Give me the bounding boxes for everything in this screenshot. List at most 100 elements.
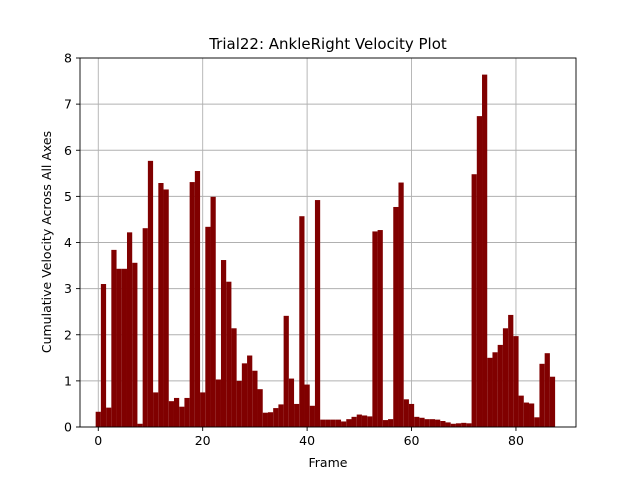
bar xyxy=(257,389,263,427)
bar xyxy=(351,416,357,427)
bar xyxy=(262,412,268,427)
bar xyxy=(189,182,195,427)
bar xyxy=(403,399,409,427)
bar xyxy=(534,417,540,427)
bar xyxy=(388,419,394,427)
bar xyxy=(461,422,467,427)
bar xyxy=(330,419,336,427)
bar xyxy=(476,116,483,428)
bar xyxy=(502,328,509,427)
bar xyxy=(210,196,216,427)
bar xyxy=(100,284,107,427)
bar xyxy=(304,384,310,427)
bars xyxy=(95,74,556,428)
bar xyxy=(111,249,117,427)
bar xyxy=(335,419,342,427)
x-tick-label: 80 xyxy=(508,433,524,448)
bar xyxy=(382,420,389,427)
bar xyxy=(518,395,524,427)
bar xyxy=(273,408,279,427)
bar xyxy=(455,423,462,427)
y-tick-label: 6 xyxy=(64,143,72,158)
bar xyxy=(341,421,347,427)
bar xyxy=(173,397,180,427)
bar xyxy=(549,376,556,427)
bar xyxy=(121,268,127,427)
bar xyxy=(320,419,326,427)
bar xyxy=(492,352,498,427)
bar xyxy=(435,419,441,427)
bar xyxy=(252,370,258,427)
bar xyxy=(236,380,242,428)
bar xyxy=(523,402,530,427)
bar xyxy=(372,231,378,427)
bar xyxy=(356,414,362,427)
bar xyxy=(294,403,300,427)
x-tick-label: 0 xyxy=(94,433,102,448)
bar xyxy=(168,401,174,427)
x-tick-label: 60 xyxy=(404,433,420,448)
bar xyxy=(231,328,237,427)
bar xyxy=(450,423,456,427)
bar xyxy=(471,174,477,427)
bar xyxy=(529,403,535,427)
bar xyxy=(278,404,284,427)
bar xyxy=(482,74,488,428)
bar xyxy=(142,228,148,427)
bar xyxy=(288,378,295,427)
bar xyxy=(408,403,415,427)
bar xyxy=(95,411,101,427)
bar xyxy=(137,423,143,427)
x-tick-label: 40 xyxy=(299,433,315,448)
bar xyxy=(440,421,446,427)
bar xyxy=(346,419,352,427)
bar xyxy=(106,407,112,427)
y-tick-label: 5 xyxy=(64,189,72,204)
bar xyxy=(283,315,289,427)
bar xyxy=(247,355,253,427)
bar xyxy=(325,419,331,427)
bar xyxy=(153,392,159,427)
y-tick-label: 2 xyxy=(64,327,72,342)
y-tick-label: 0 xyxy=(64,420,72,435)
ticks: 0 20 40 60 80 0 1 2 3 4 5 6 7 8 xyxy=(64,51,524,449)
y-tick-label: 3 xyxy=(64,281,72,296)
bar xyxy=(267,412,274,427)
bar xyxy=(226,281,232,427)
bar xyxy=(419,417,425,427)
bar xyxy=(393,206,399,427)
bar xyxy=(126,232,133,427)
bar xyxy=(309,405,315,427)
bar xyxy=(377,230,383,427)
bar xyxy=(116,268,122,427)
bar xyxy=(445,422,451,427)
bar xyxy=(220,260,227,427)
bar xyxy=(544,353,550,427)
bar xyxy=(205,226,211,427)
bar xyxy=(147,160,154,428)
bar xyxy=(179,406,185,427)
y-tick-label: 1 xyxy=(64,373,72,388)
x-axis-label: Frame xyxy=(309,455,348,470)
bar xyxy=(314,200,321,427)
bar xyxy=(513,336,519,427)
bar xyxy=(163,189,169,427)
bar xyxy=(200,392,206,427)
chart-title: Trial22: AnkleRight Velocity Plot xyxy=(208,35,447,53)
bar xyxy=(361,415,368,427)
x-tick-label: 20 xyxy=(195,433,211,448)
y-tick-label: 8 xyxy=(64,51,72,66)
y-axis-label: Cumulative Velocity Across All Axes xyxy=(39,131,54,353)
bar xyxy=(367,416,373,427)
bar xyxy=(184,397,190,427)
bar xyxy=(508,314,514,427)
bar xyxy=(539,363,545,427)
bar xyxy=(158,183,164,427)
bar xyxy=(497,344,503,427)
bar xyxy=(215,379,221,427)
bar xyxy=(487,357,493,427)
bar xyxy=(194,171,201,427)
bar xyxy=(424,419,430,427)
bar xyxy=(398,182,404,427)
bar xyxy=(299,216,305,427)
